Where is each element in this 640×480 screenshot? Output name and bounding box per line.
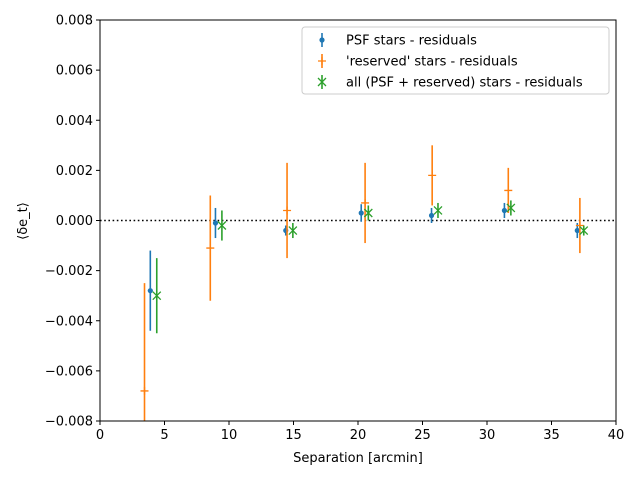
x-tick-label: 30 [479,428,496,443]
x-tick-label: 40 [608,428,625,443]
y-tick-label: −0.002 [45,264,93,279]
legend-label: 'reserved' stars - residuals [346,55,518,70]
legend-box [301,26,610,95]
data-point [147,288,153,294]
data-point [428,171,437,180]
data-point [433,206,443,215]
data-point [283,206,292,215]
data-point [212,220,219,226]
y-tick-label: 0.000 [56,214,93,229]
data-point [217,221,227,230]
x-tick-label: 5 [160,428,168,443]
axis-ticks: 0 5 10 15 20 25 30 35 40 −0.008 −0.006 −0.004 −0.002… [45,14,624,444]
x-tick-label: 10 [221,428,238,443]
data-point [358,210,364,216]
y-tick-label: 0.004 [56,114,93,129]
x-tick-label: 35 [543,428,560,443]
legend-marker [318,57,326,65]
x-tick-label: 15 [285,428,302,443]
data-point [579,226,589,235]
data-point [361,198,370,207]
legend-entry: PSF stars - residuals [319,33,477,49]
data-point [428,212,435,219]
data-point [206,244,215,253]
data-point [152,291,162,301]
legend-label: PSF stars - residuals [346,34,477,49]
legend-marker [317,77,327,87]
series-3 [152,200,589,334]
x-axis-label: Separation [arcmin] [293,451,423,466]
y-tick-label: 0.008 [56,14,93,29]
x-tick-label: 20 [350,428,367,443]
series-1 [147,202,580,331]
data-point [363,208,373,218]
data-point [506,203,516,213]
series-2 [140,145,584,421]
data-point [574,227,580,234]
data-point [140,386,149,395]
data-point [575,221,584,230]
legend-label: all (PSF + reserved) stars - residuals [346,76,583,91]
data-point [504,186,513,195]
legend-marker [319,37,325,43]
y-tick-label: 0.006 [56,64,93,79]
legend: PSF stars - residuals 'reserved' stars - … [301,26,610,95]
plot-marks [100,145,616,421]
y-tick-label: 0.002 [56,164,93,179]
legend-entry: all (PSF + reserved) stars - residuals [317,75,583,91]
y-tick-label: −0.008 [45,415,93,430]
legend-entry: 'reserved' stars - residuals [318,54,518,70]
x-tick-label: 25 [414,428,431,443]
y-tick-label: −0.004 [45,314,93,329]
x-tick-label: 0 [96,428,104,443]
data-point [288,226,298,235]
data-point [501,207,508,214]
y-axis-label: ⟨δe_t⟩ [16,202,31,240]
y-tick-label: −0.006 [45,364,93,379]
